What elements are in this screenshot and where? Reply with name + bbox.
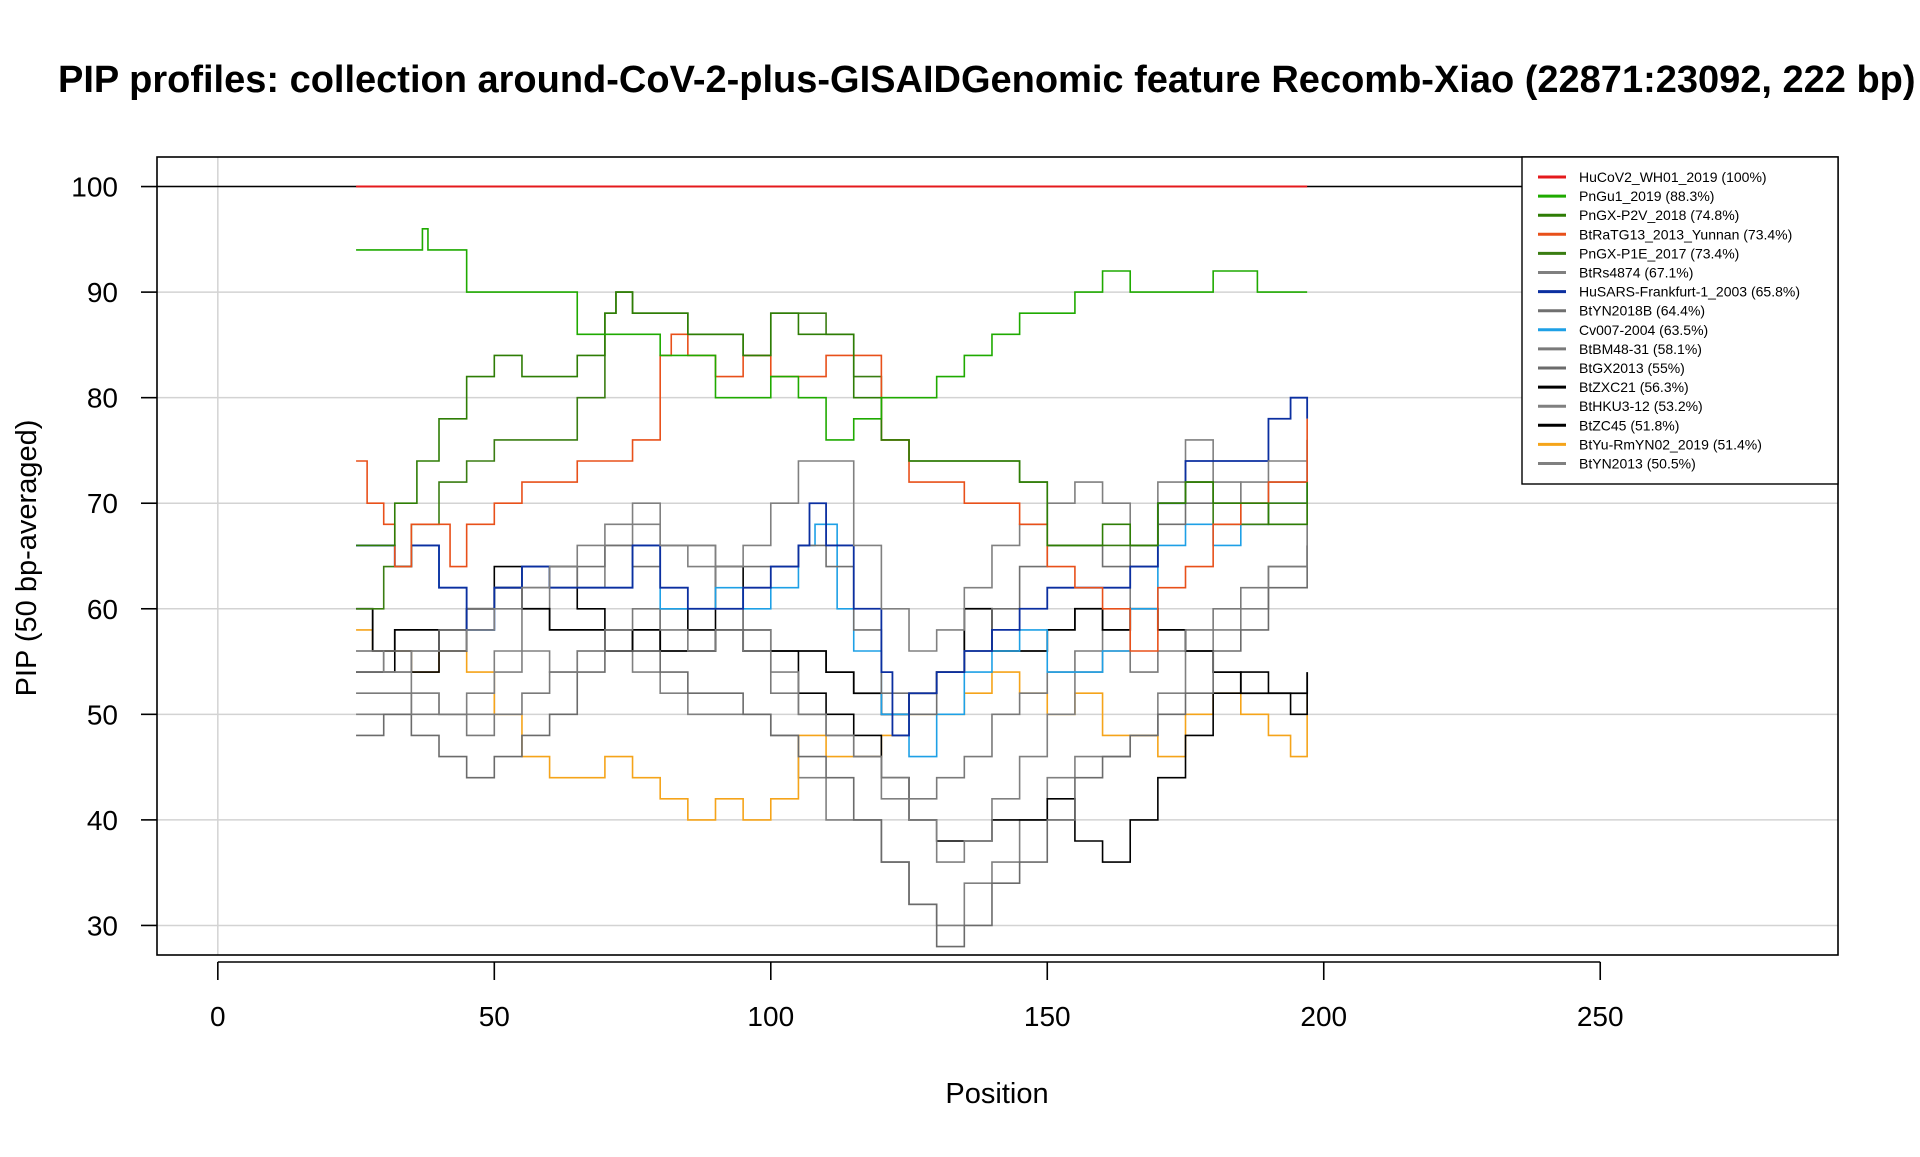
legend-label: BtHKU3-12 (53.2%) xyxy=(1579,398,1703,414)
y-tick-label: 30 xyxy=(87,910,118,941)
chart-title: PIP profiles: collection around-CoV-2-pl… xyxy=(58,59,1916,101)
legend-label: BtBM48-31 (58.1%) xyxy=(1579,341,1702,357)
y-tick-label: 90 xyxy=(87,277,118,308)
x-tick-label: 50 xyxy=(479,1001,510,1032)
legend-label: BtYu-RmYN02_2019 (51.4%) xyxy=(1579,436,1762,452)
y-axis-label: PIP (50 bp-averaged) xyxy=(11,420,43,697)
series-line xyxy=(356,291,1308,610)
legend-label: BtGX2013 (55%) xyxy=(1579,360,1685,376)
legend-label: BtYN2018B (64.4%) xyxy=(1579,303,1705,319)
legend-label: BtYN2013 (50.5%) xyxy=(1579,456,1696,472)
legend-box xyxy=(1521,156,1839,485)
y-tick-label: 70 xyxy=(87,488,118,519)
legend-label: HuCoV2_WH01_2019 (100%) xyxy=(1579,169,1767,185)
axes-layer: 0 50 100 150 200 250 30 40 50 60 70 80 90 100 xyxy=(71,156,1839,1032)
legend-label: BtZXC21 (56.3%) xyxy=(1579,379,1689,395)
legend: HuCoV2_WH01_2019 (100%) PnGu1_2019 (88.3%… xyxy=(1521,156,1839,485)
x-tick-label: 0 xyxy=(210,1001,226,1032)
x-tick-label: 100 xyxy=(747,1001,794,1032)
legend-label: PnGu1_2019 (88.3%) xyxy=(1579,188,1714,204)
y-tick-label: 60 xyxy=(87,594,118,625)
series-line xyxy=(356,439,1308,673)
y-tick-label: 50 xyxy=(87,699,118,730)
series-line xyxy=(356,291,1308,547)
legend-label: BtRs4874 (67.1%) xyxy=(1579,265,1693,281)
x-tick-label: 200 xyxy=(1300,1001,1347,1032)
series-line xyxy=(356,439,1308,758)
plot-frame xyxy=(156,156,1839,956)
series-line xyxy=(356,524,1308,800)
x-tick-label: 250 xyxy=(1577,1001,1624,1032)
x-tick-label: 150 xyxy=(1024,1001,1071,1032)
y-tick-label: 40 xyxy=(87,805,118,836)
y-tick-label: 80 xyxy=(87,383,118,414)
legend-label: HuSARS-Frankfurt-1_2003 (65.8%) xyxy=(1579,284,1800,300)
series-line xyxy=(356,396,1309,737)
series-line xyxy=(356,629,1308,821)
y-tick-label: 100 xyxy=(71,172,118,203)
series-line xyxy=(356,227,1308,441)
x-axis-label: Position xyxy=(945,1078,1048,1110)
legend-label: PnGX-P1E_2017 (73.4%) xyxy=(1579,245,1739,261)
series-line xyxy=(356,565,1308,863)
series-line xyxy=(356,333,1308,652)
legend-label: Cv007-2004 (63.5%) xyxy=(1579,322,1708,338)
legend-label: PnGX-P2V_2018 (74.8%) xyxy=(1579,207,1739,223)
series-layer xyxy=(356,185,1309,948)
series-line xyxy=(356,545,1308,948)
legend-label: BtZC45 (51.8%) xyxy=(1579,417,1679,433)
legend-label: BtRaTG13_2013_Yunnan (73.4%) xyxy=(1579,226,1792,242)
